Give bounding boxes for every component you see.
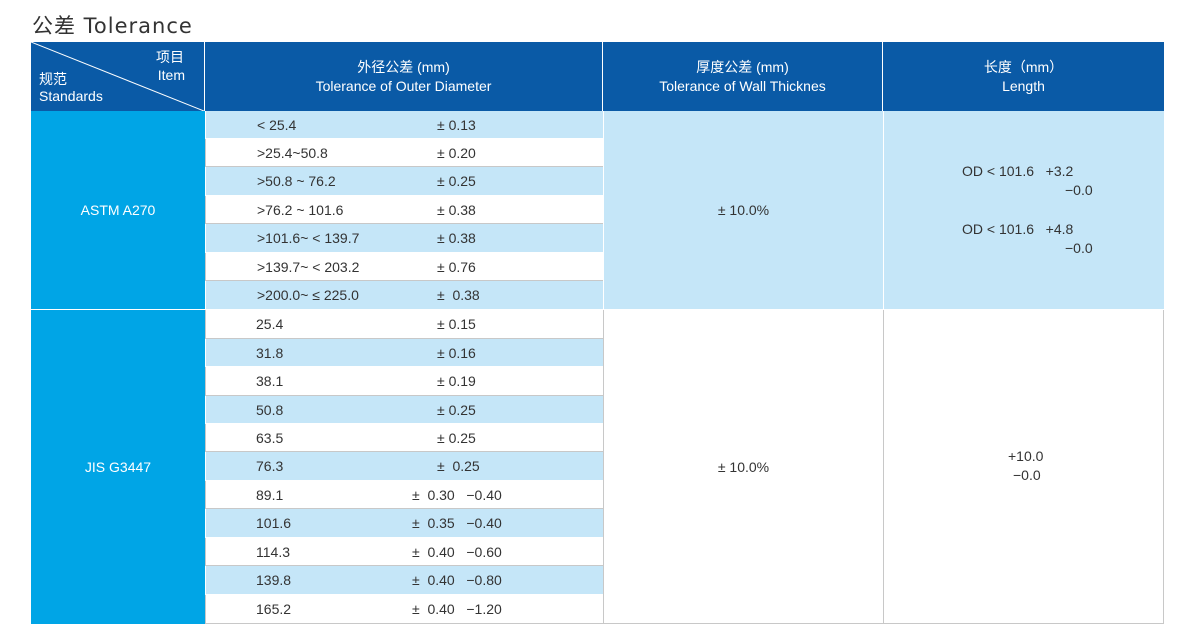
od-size: >25.4~50.8: [257, 144, 328, 161]
od-tolerance: ± 0.16: [437, 344, 476, 361]
od-size: >76.2 ~ 101.6: [257, 201, 344, 218]
od-size: 31.8: [256, 344, 284, 361]
length-line: −0.0: [1065, 240, 1093, 256]
standard-astm-a270: ASTM A270: [31, 111, 205, 310]
od-tolerance: ± 0.38: [437, 287, 480, 303]
table-row: 38.1 ± 0.19: [205, 367, 603, 396]
table-row: 89.1 ± 0.30 −0.40: [205, 481, 603, 509]
od-size: 38.1: [256, 373, 284, 389]
corner-item-zh: 项目: [156, 49, 184, 65]
corner-item-en: Item: [157, 67, 185, 83]
table-row: >76.2 ~ 101.6 ± 0.38: [205, 196, 603, 224]
table-row: 50.8 ± 0.25: [205, 396, 603, 424]
jis-length-tolerance: +10.0 −0.0: [883, 310, 1164, 624]
length-header-en: Length: [1002, 77, 1045, 94]
table-row: >139.7~ < 203.2 ± 0.76: [205, 253, 603, 281]
od-size: 25.4: [256, 316, 284, 332]
od-tolerance: ± 0.19: [437, 373, 476, 389]
table-row: 101.6 ± 0.35 −0.40: [205, 509, 603, 538]
od-tolerance: ± 0.40 −0.80: [412, 572, 502, 588]
table-row: 31.8 ± 0.16: [205, 339, 603, 367]
astm-length-tolerance: OD < 101.6 +3.2 −0.0 OD < 101.6 +4.8 −0.…: [883, 111, 1164, 310]
od-tolerance: ± 0.38: [437, 230, 476, 246]
od-size: >200.0~ ≤ 225.0: [257, 287, 359, 303]
od-size: 114.3: [256, 543, 290, 560]
header-length: 长度（mm） Length: [883, 42, 1164, 111]
length-line: −0.0: [1013, 467, 1041, 483]
length-line: −0.0: [1065, 182, 1093, 198]
table-row: 139.8 ± 0.40 −0.80: [205, 566, 603, 595]
table-row: >50.8 ~ 76.2 ± 0.25: [205, 167, 603, 196]
od-size: >139.7~ < 203.2: [257, 258, 360, 275]
od-size: 63.5: [256, 429, 284, 446]
od-size: 50.8: [256, 401, 284, 418]
od-tolerance: ± 0.13: [437, 116, 476, 133]
od-size: 89.1: [256, 486, 284, 503]
header-corner-cell: 项目 Item 规范 Standards: [31, 42, 204, 111]
od-size: 165.2: [256, 601, 292, 617]
table-row: < 25.4 ± 0.13: [205, 111, 603, 139]
length-line: OD < 101.6 +4.8: [962, 221, 1074, 237]
od-tolerance: ± 0.76: [437, 258, 476, 275]
wall-header-en: Tolerance of Wall Thicknes: [659, 77, 826, 94]
od-tolerance: ± 0.40 −0.60: [412, 543, 502, 560]
od-tolerance: ± 0.40 −1.20: [412, 601, 502, 617]
od-size: >50.8 ~ 76.2: [257, 173, 336, 189]
length-line: +10.0: [1008, 448, 1044, 464]
od-size: 101.6: [256, 515, 292, 531]
table-row: >101.6~ < 139.7 ± 0.38: [205, 224, 603, 253]
od-tolerance: ± 0.30 −0.40: [412, 486, 502, 503]
od-tolerance: ± 0.38: [437, 201, 476, 218]
od-size: < 25.4: [257, 116, 297, 133]
od-header-en: Tolerance of Outer Diameter: [315, 77, 492, 94]
od-tolerance: ± 0.25: [437, 429, 476, 446]
corner-standards-zh: 规范: [39, 71, 67, 87]
length-line: OD < 101.6 +3.2: [962, 163, 1074, 179]
od-tolerance: ± 0.25: [437, 401, 476, 418]
od-size: 139.8: [256, 572, 292, 588]
od-tolerance: ± 0.20: [437, 144, 476, 161]
od-size: >101.6~ < 139.7: [257, 230, 360, 246]
diagonal-divider: [31, 42, 204, 111]
header-wall-thickness: 厚度公差 (mm) Tolerance of Wall Thicknes: [603, 42, 882, 111]
od-size: 76.3: [256, 458, 284, 474]
od-tolerance: ± 0.35 −0.40: [412, 515, 502, 531]
table-row: 114.3 ± 0.40 −0.60: [205, 538, 603, 566]
wall-header-zh: 厚度公差 (mm): [696, 58, 789, 75]
od-tolerance: ± 0.25: [437, 458, 480, 474]
length-header-zh: 长度（mm）: [983, 58, 1064, 75]
table-row: 76.3 ± 0.25: [205, 452, 603, 481]
jis-wall-tolerance: ± 10.0%: [603, 310, 883, 624]
table-row: 165.2 ± 0.40 −1.20: [205, 595, 603, 624]
page-title: 公差 Tolerance: [32, 14, 193, 38]
table-row: 63.5 ± 0.25: [205, 424, 603, 452]
astm-wall-tolerance: ± 10.0%: [603, 111, 883, 310]
od-tolerance: ± 0.15: [437, 316, 476, 332]
od-tolerance: ± 0.25: [437, 173, 476, 189]
corner-standards-en: Standards: [39, 88, 103, 104]
od-header-zh: 外径公差 (mm): [357, 58, 450, 75]
tolerance-table: 项目 Item 规范 Standards 外径公差 (mm) Tolerance…: [31, 42, 1164, 624]
table-row: 25.4 ± 0.15: [205, 310, 603, 339]
header-outer-diameter: 外径公差 (mm) Tolerance of Outer Diameter: [205, 42, 602, 111]
standard-jis-g3447: JIS G3447: [31, 310, 205, 624]
table-row: >25.4~50.8 ± 0.20: [205, 139, 603, 167]
table-row: >200.0~ ≤ 225.0 ± 0.38: [205, 281, 603, 310]
